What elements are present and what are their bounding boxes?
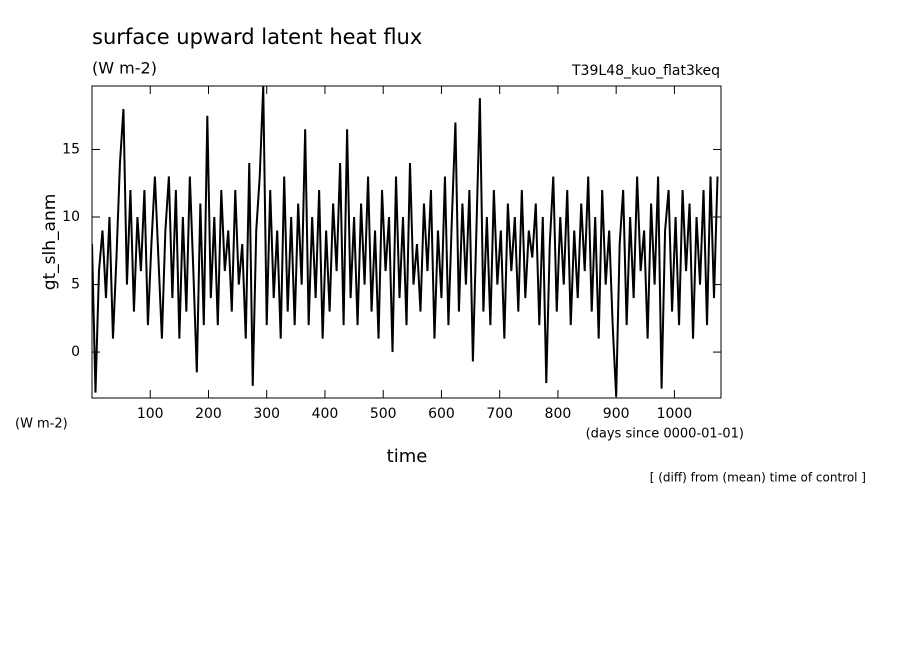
y-axis-label: gt_slh_anm xyxy=(40,194,60,291)
x-tick-label: 300 xyxy=(253,406,280,422)
footnote: [ (diff) from (mean) time of control ] xyxy=(650,471,866,485)
chart-title: surface upward latent heat flux xyxy=(92,25,422,49)
y-tick-label: 10 xyxy=(62,209,80,225)
subtitle: (W m-2) xyxy=(92,59,157,78)
y-unit: (W m-2) xyxy=(15,417,68,432)
x-axis-label: time xyxy=(387,446,428,467)
y-tick-label: 5 xyxy=(71,277,80,293)
x-tick-label: 500 xyxy=(370,406,397,422)
x-tick-label: 1000 xyxy=(657,406,693,422)
x-unit: (days since 0000-01-01) xyxy=(586,427,744,442)
y-tick-label: 0 xyxy=(71,344,80,360)
x-tick-label: 900 xyxy=(603,406,630,422)
x-tick-label: 100 xyxy=(137,406,164,422)
plot-frame xyxy=(91,85,722,399)
x-tick-label: 200 xyxy=(195,406,222,422)
x-tick-label: 800 xyxy=(545,406,572,422)
data-line xyxy=(92,86,719,397)
x-tick-label: 400 xyxy=(312,406,339,422)
y-tick-label: 15 xyxy=(62,141,80,157)
annotation: T39L48_kuo_flat3keq xyxy=(571,63,720,79)
x-tick-label: 600 xyxy=(428,406,455,422)
x-tick-label: 700 xyxy=(486,406,513,422)
